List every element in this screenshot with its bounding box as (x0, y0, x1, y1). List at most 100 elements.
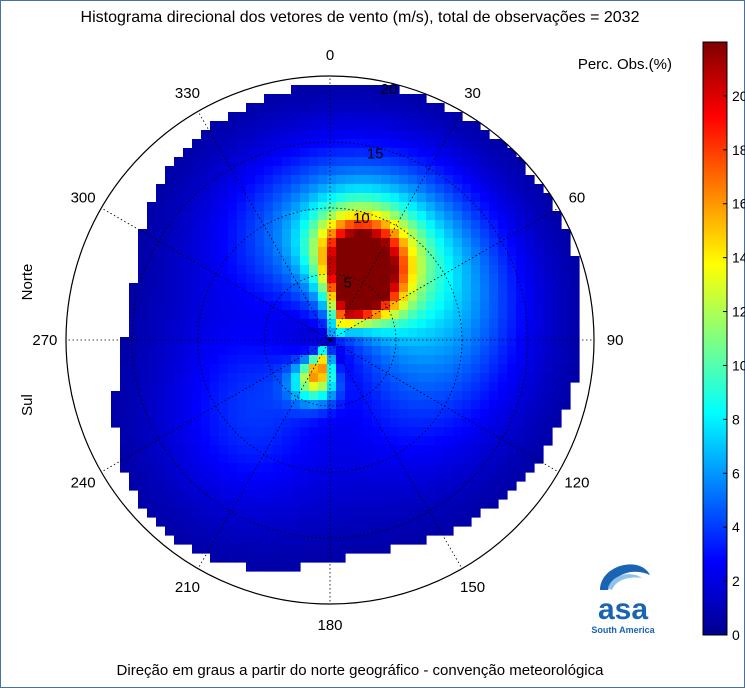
heat-cell (507, 166, 517, 176)
heat-cell (453, 319, 463, 329)
heat-cell (363, 373, 373, 383)
heat-cell (408, 463, 418, 473)
heat-cell (363, 148, 373, 158)
heat-cell (291, 112, 301, 122)
heat-cell (381, 427, 391, 437)
heat-cell (291, 526, 301, 536)
heat-cell (372, 382, 382, 392)
heat-cell (345, 274, 355, 284)
heat-cell (255, 526, 265, 536)
heat-cell (237, 319, 247, 329)
heat-cell (408, 409, 418, 419)
heat-cell (534, 247, 544, 257)
heat-cell (174, 157, 184, 167)
heat-cell (462, 256, 472, 266)
heat-cell (210, 373, 220, 383)
heat-cell (417, 166, 427, 176)
heat-cell (417, 490, 427, 500)
heat-cell (372, 526, 382, 536)
heat-cell (336, 211, 346, 221)
heat-cell (399, 256, 409, 266)
heat-cell (282, 346, 292, 356)
heat-cell (219, 526, 229, 536)
heat-cell (183, 256, 193, 266)
radial-tick-label: 20 (381, 81, 398, 98)
heat-cell (147, 391, 157, 401)
heat-cell (156, 256, 166, 266)
heat-cell (453, 265, 463, 275)
heat-cell (120, 355, 130, 365)
heat-cell (444, 337, 454, 347)
heat-cell (345, 346, 355, 356)
heat-cell (228, 274, 238, 284)
heat-cell (264, 265, 274, 275)
heat-cell (426, 175, 436, 185)
heat-cell (255, 139, 265, 149)
heat-cell (327, 445, 337, 455)
heat-cell (273, 373, 283, 383)
heat-cell (165, 472, 175, 482)
heat-cell (327, 400, 337, 410)
heat-cell (480, 157, 490, 167)
heat-cell (426, 265, 436, 275)
heat-cell (174, 409, 184, 419)
heat-cell (291, 238, 301, 248)
heat-cell (480, 229, 490, 239)
heat-cell (345, 355, 355, 365)
heat-cell (444, 220, 454, 230)
heat-cell (399, 193, 409, 203)
heat-cell (201, 418, 211, 428)
heat-cell (435, 445, 445, 455)
heat-cell (273, 427, 283, 437)
heat-cell (372, 148, 382, 158)
heat-cell (489, 418, 499, 428)
heat-cell (264, 544, 274, 554)
heat-cell (201, 274, 211, 284)
heat-cell (345, 211, 355, 221)
heat-cell (543, 256, 553, 266)
heat-cell (561, 346, 571, 356)
heat-cell (273, 292, 283, 302)
heat-cell (570, 274, 580, 284)
heat-cell (417, 454, 427, 464)
heat-cell (147, 301, 157, 311)
heat-cell (354, 274, 364, 284)
heat-cell (327, 283, 337, 293)
heat-cell (390, 400, 400, 410)
heat-cell (390, 85, 400, 95)
heat-cell (453, 337, 463, 347)
heat-cell (507, 436, 517, 446)
heat-cell (291, 283, 301, 293)
heat-cell (309, 508, 319, 518)
heat-cell (246, 175, 256, 185)
heat-cell (210, 346, 220, 356)
heat-cell (327, 499, 337, 509)
heat-cell (246, 454, 256, 464)
heat-cell (552, 364, 562, 374)
heat-cell (489, 409, 499, 419)
heat-cell (210, 499, 220, 509)
heat-cell (138, 454, 148, 464)
heat-cell (273, 562, 283, 572)
heat-cell (516, 364, 526, 374)
heat-cell (489, 400, 499, 410)
heat-cell (363, 247, 373, 257)
heat-cell (345, 364, 355, 374)
heat-cell (255, 274, 265, 284)
heat-cell (516, 472, 526, 482)
heat-cell (345, 463, 355, 473)
heat-cell (399, 166, 409, 176)
heat-cell (462, 229, 472, 239)
heat-cell (282, 292, 292, 302)
heat-cell (534, 310, 544, 320)
heat-cell (309, 346, 319, 356)
heat-cell (390, 121, 400, 131)
heat-cell (372, 157, 382, 167)
heat-cell (426, 166, 436, 176)
heat-cell (147, 274, 157, 284)
heat-cell (408, 418, 418, 428)
heat-cell (210, 472, 220, 482)
heat-cell (255, 382, 265, 392)
heat-cell (219, 517, 229, 527)
